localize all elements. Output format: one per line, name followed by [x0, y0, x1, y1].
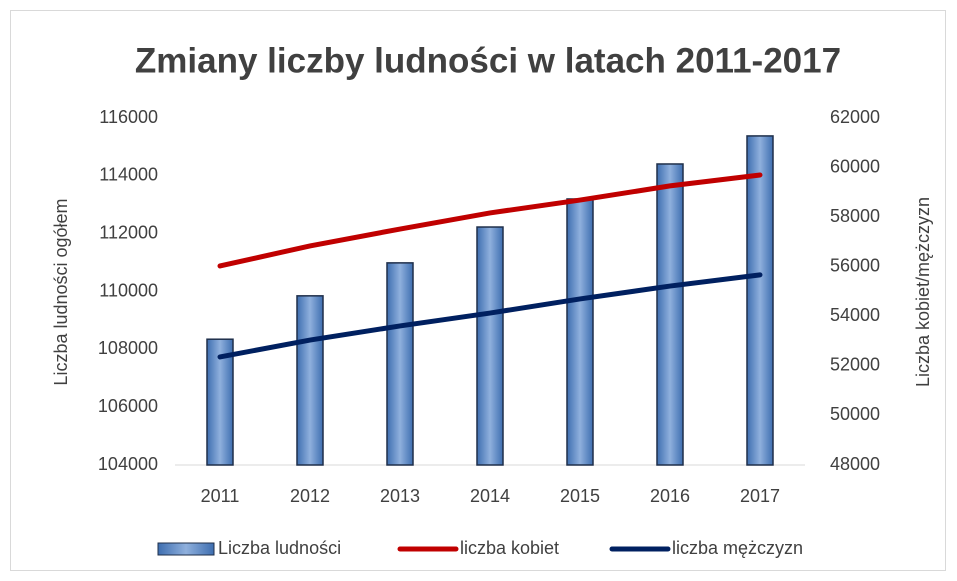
y2-tick-label: 52000: [830, 355, 880, 375]
bar: [476, 226, 504, 466]
legend-swatch: [157, 542, 215, 556]
bar: [296, 295, 324, 466]
y-tick-label: 116000: [99, 107, 158, 127]
bar: [386, 262, 414, 466]
x-tick-label: 2017: [740, 486, 780, 506]
chart-title: Zmiany liczby ludności w latach 2011-201…: [135, 41, 841, 80]
x-tick-label: 2016: [650, 486, 690, 506]
y-tick-label: 112000: [99, 222, 158, 242]
bar: [746, 135, 774, 466]
y2-tick-label: 48000: [830, 454, 880, 474]
y2-tick-label: 60000: [830, 156, 880, 176]
y2-tick-label: 56000: [830, 255, 880, 275]
x-tick-label: 2012: [290, 486, 330, 506]
x-tick-label: 2014: [470, 486, 510, 506]
y-tick-label: 108000: [98, 338, 158, 358]
y-tick-label: 106000: [98, 396, 158, 416]
line-series: [217, 272, 763, 360]
legend-label: liczba mężczyzn: [672, 538, 803, 558]
legend-label: Liczba ludności: [218, 538, 341, 558]
y-axis-label: Liczba ludności ogółem: [51, 198, 71, 385]
bar: [656, 163, 684, 466]
y-tick-label: 110000: [99, 280, 158, 300]
y-tick-label: 114000: [99, 165, 158, 185]
y2-tick-label: 58000: [830, 206, 880, 226]
y-tick-label: 104000: [98, 454, 158, 474]
x-tick-label: 2013: [380, 486, 420, 506]
line-series: [217, 172, 763, 269]
y2-tick-label: 50000: [830, 404, 880, 424]
x-tick-label: 2011: [201, 486, 240, 506]
bar: [206, 338, 234, 466]
y2-axis-label: Liczba kobiet/mężczyzn: [913, 197, 933, 387]
legend-label: liczba kobiet: [460, 538, 559, 558]
x-tick-label: 2015: [560, 486, 600, 506]
bar: [566, 198, 594, 466]
y2-tick-label: 54000: [830, 305, 880, 325]
y2-tick-label: 62000: [830, 107, 880, 127]
